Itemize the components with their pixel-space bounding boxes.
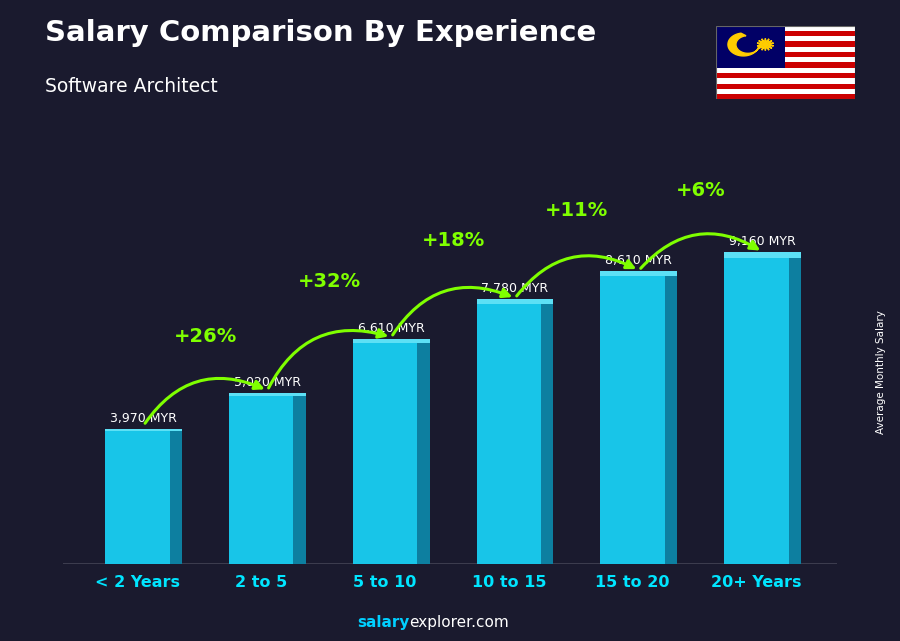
Bar <box>353 339 429 343</box>
Bar <box>716 26 785 68</box>
Text: explorer.com: explorer.com <box>410 615 509 630</box>
FancyBboxPatch shape <box>541 304 554 564</box>
FancyBboxPatch shape <box>169 431 182 564</box>
Bar <box>724 252 801 258</box>
Bar <box>716 26 855 31</box>
Bar <box>716 78 855 83</box>
Text: 9,160 MYR: 9,160 MYR <box>729 235 796 248</box>
Text: 8,610 MYR: 8,610 MYR <box>606 254 672 267</box>
Bar <box>716 52 855 57</box>
Bar <box>105 431 169 564</box>
Bar <box>716 57 855 62</box>
FancyBboxPatch shape <box>418 343 429 564</box>
Bar <box>716 62 855 68</box>
Polygon shape <box>757 38 774 51</box>
Text: salary: salary <box>357 615 410 630</box>
Text: +18%: +18% <box>421 231 485 250</box>
Bar <box>229 396 293 564</box>
Text: Salary Comparison By Experience: Salary Comparison By Experience <box>45 19 596 47</box>
Text: +32%: +32% <box>298 272 361 291</box>
Bar <box>600 271 677 276</box>
Bar <box>716 94 855 99</box>
Bar <box>600 276 665 564</box>
Text: +6%: +6% <box>676 181 725 200</box>
Text: 3,970 MYR: 3,970 MYR <box>110 412 177 425</box>
Bar <box>716 47 855 52</box>
Text: 6,610 MYR: 6,610 MYR <box>358 322 425 335</box>
Bar <box>477 304 541 564</box>
FancyBboxPatch shape <box>293 396 306 564</box>
Text: +11%: +11% <box>545 201 608 221</box>
Text: +26%: +26% <box>174 327 237 346</box>
Bar <box>716 36 855 42</box>
Text: 7,780 MYR: 7,780 MYR <box>482 282 549 296</box>
Bar <box>229 393 306 396</box>
Bar <box>716 42 855 47</box>
FancyBboxPatch shape <box>665 276 677 564</box>
Text: Average Monthly Salary: Average Monthly Salary <box>877 310 886 434</box>
Bar <box>477 299 554 304</box>
Text: Software Architect: Software Architect <box>45 77 218 96</box>
Bar <box>716 89 855 94</box>
Bar <box>724 258 788 564</box>
Polygon shape <box>728 33 760 56</box>
Bar <box>105 429 182 431</box>
Bar <box>716 31 855 36</box>
Bar <box>716 73 855 78</box>
FancyBboxPatch shape <box>788 258 801 564</box>
Bar <box>353 343 418 564</box>
Text: 5,020 MYR: 5,020 MYR <box>234 376 301 389</box>
Bar <box>716 68 855 73</box>
Bar <box>716 83 855 89</box>
